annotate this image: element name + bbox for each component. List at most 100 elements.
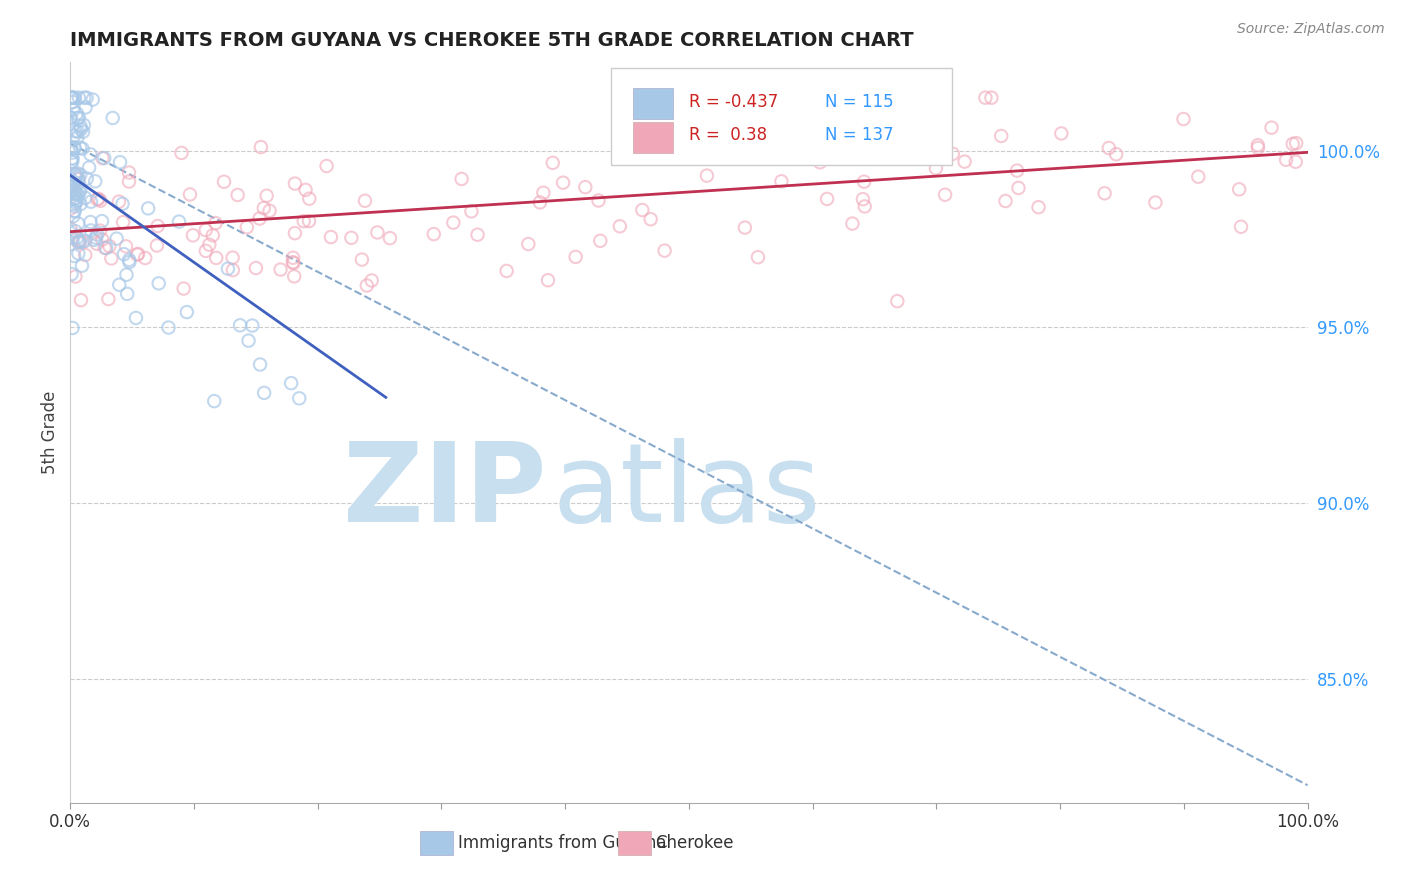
Point xyxy=(84,231,107,245)
Point xyxy=(73,118,96,132)
Point xyxy=(82,93,104,107)
Point xyxy=(1028,200,1050,214)
Point xyxy=(734,220,756,235)
Point xyxy=(73,91,96,105)
Point xyxy=(564,250,586,264)
Point xyxy=(67,185,90,199)
Point xyxy=(205,251,228,265)
Point xyxy=(974,91,997,105)
Point xyxy=(541,156,564,170)
Point xyxy=(108,155,131,169)
Point xyxy=(59,111,82,125)
Point xyxy=(1281,136,1303,151)
Point xyxy=(204,216,226,230)
FancyBboxPatch shape xyxy=(633,88,673,120)
Point xyxy=(76,171,98,186)
Point xyxy=(1007,181,1029,195)
Point xyxy=(181,228,204,243)
Point xyxy=(76,91,98,105)
Point xyxy=(63,167,86,181)
Point xyxy=(253,385,276,400)
Point xyxy=(1050,127,1073,141)
Point xyxy=(146,219,169,233)
Point xyxy=(79,215,101,229)
Point xyxy=(66,231,89,245)
Point xyxy=(125,310,148,325)
Point xyxy=(62,321,84,335)
Point xyxy=(354,194,377,208)
Point xyxy=(118,252,141,267)
Point xyxy=(59,202,82,216)
Point xyxy=(212,175,235,189)
FancyBboxPatch shape xyxy=(612,68,952,165)
Point xyxy=(69,120,91,134)
Y-axis label: 5th Grade: 5th Grade xyxy=(41,391,59,475)
Point xyxy=(69,183,91,197)
Point xyxy=(980,91,1002,105)
Point xyxy=(127,247,149,261)
Point xyxy=(918,145,941,160)
Point xyxy=(65,224,87,238)
Point xyxy=(91,151,114,165)
Point xyxy=(96,241,118,255)
Point xyxy=(176,305,198,319)
Point xyxy=(91,214,114,228)
Point xyxy=(60,155,83,169)
Text: Source: ZipAtlas.com: Source: ZipAtlas.com xyxy=(1237,22,1385,37)
Point xyxy=(67,176,90,190)
Point xyxy=(283,256,305,270)
Point xyxy=(179,187,201,202)
Point xyxy=(67,246,90,260)
Point xyxy=(794,128,817,142)
Point xyxy=(221,251,243,265)
Point xyxy=(770,174,793,188)
Point xyxy=(60,179,83,194)
Point xyxy=(60,267,83,281)
Point xyxy=(87,192,110,206)
Point xyxy=(863,135,886,149)
Point xyxy=(654,244,676,258)
Point xyxy=(537,273,560,287)
Point xyxy=(281,255,304,269)
Point xyxy=(551,176,574,190)
Point xyxy=(67,217,90,231)
Point xyxy=(63,91,86,105)
Point xyxy=(65,187,87,202)
Text: N = 115: N = 115 xyxy=(825,93,894,111)
Point xyxy=(66,130,89,145)
Point xyxy=(280,376,302,391)
Point xyxy=(236,220,259,235)
Point xyxy=(134,251,156,265)
Point xyxy=(59,111,82,125)
Point xyxy=(63,128,86,143)
Point xyxy=(112,215,135,229)
Point xyxy=(588,194,610,208)
FancyBboxPatch shape xyxy=(633,121,673,153)
Point xyxy=(202,394,225,409)
Point xyxy=(73,234,96,248)
Point xyxy=(62,95,84,109)
Point xyxy=(298,192,321,206)
Text: Cherokee: Cherokee xyxy=(655,834,734,852)
Point xyxy=(1247,138,1270,153)
Point xyxy=(89,224,111,238)
Point xyxy=(284,226,307,240)
Point xyxy=(115,286,138,301)
Point xyxy=(1227,182,1250,196)
Point xyxy=(66,194,89,208)
Point xyxy=(65,124,87,138)
Point xyxy=(67,235,90,250)
Point xyxy=(63,182,86,196)
Point xyxy=(60,231,83,245)
Point xyxy=(62,209,84,223)
Point xyxy=(62,145,84,160)
Point xyxy=(340,231,363,245)
Point xyxy=(217,261,239,276)
Point xyxy=(292,214,315,228)
Point xyxy=(249,211,271,226)
Point xyxy=(529,195,551,210)
Point xyxy=(201,228,224,243)
Point xyxy=(1285,154,1308,169)
Point xyxy=(240,318,263,333)
Point xyxy=(72,125,94,139)
